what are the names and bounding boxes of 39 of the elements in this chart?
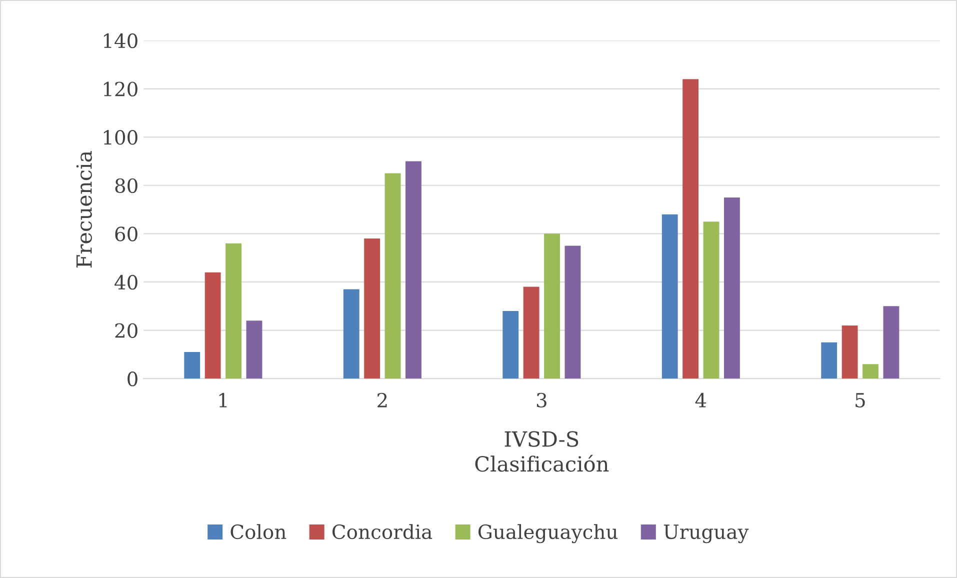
y-tick-label: 100: [104, 130, 138, 145]
bar: [502, 310, 519, 379]
bar: [564, 246, 581, 379]
y-tick-label: 60: [115, 226, 138, 242]
y-axis-title: Frecuencia: [76, 150, 92, 268]
y-tick-label: 140: [104, 33, 138, 48]
y-tick-label: 20: [115, 323, 138, 338]
bar: [204, 272, 221, 379]
bar: [662, 214, 678, 379]
y-tick-label: 40: [114, 274, 138, 290]
bar: [842, 325, 858, 379]
bar: [703, 222, 720, 379]
bar: [523, 286, 540, 379]
bar: [682, 79, 699, 379]
x-tick-label: 2: [378, 392, 387, 408]
bar: [184, 352, 200, 379]
bar: [724, 197, 740, 379]
bar: [821, 342, 838, 379]
legend-label: Uruguay: [664, 524, 749, 544]
legend-label: Gualeguaychu: [478, 524, 618, 544]
bar: [364, 238, 380, 379]
x-tick-label: 4: [695, 392, 706, 408]
legend-label: Concordia: [332, 524, 432, 540]
bar: [544, 234, 560, 379]
bar: [384, 173, 401, 379]
x-tick-label: 5: [856, 393, 865, 408]
x-tick-label: 3: [536, 392, 546, 408]
bar: [343, 289, 360, 379]
bar: [883, 306, 900, 379]
y-tick-label: 80: [115, 178, 138, 194]
bar: [862, 364, 878, 379]
bar: [406, 161, 422, 379]
y-tick-label: 120: [104, 82, 138, 96]
y-tick-label: 0: [128, 372, 138, 386]
x-tick-label: 1: [219, 392, 227, 408]
x-axis-title: IVSD-S Clasificación: [475, 431, 609, 472]
legend-label: Colon: [230, 524, 286, 540]
bar: [246, 320, 262, 379]
bar: [226, 243, 242, 379]
